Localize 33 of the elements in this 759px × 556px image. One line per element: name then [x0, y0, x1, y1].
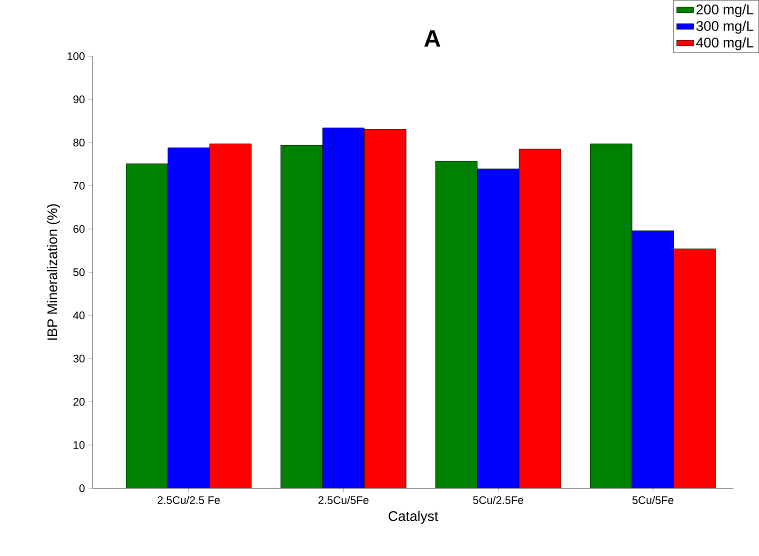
chart-title: A	[424, 30, 440, 47]
legend-label: 400 mg/L	[696, 37, 754, 50]
x-tick-label: 5Cu/2.5Fe	[473, 496, 524, 504]
y-tick-label: 0	[79, 484, 85, 492]
x-axis-title: Catalyst	[388, 510, 438, 524]
y-tick-label: 100	[68, 52, 85, 60]
y-axis-title: IBP Mineralization (%)	[47, 204, 60, 340]
y-tick-label: 60	[73, 225, 85, 233]
bar	[364, 129, 406, 488]
y-tick-label: 20	[73, 398, 85, 406]
x-tick-label: 5Cu/5Fe	[632, 496, 674, 504]
bar	[477, 168, 520, 488]
y-tick-label: 90	[73, 95, 85, 104]
y-tick-label: 50	[73, 268, 85, 276]
bar	[126, 164, 168, 488]
bar	[519, 149, 561, 488]
y-tick-label: 10	[74, 441, 85, 449]
bar	[590, 144, 632, 488]
y-tick-label: 80	[73, 138, 85, 146]
x-tick-label: 2.5Cu/5Fe	[318, 496, 369, 504]
bar	[674, 248, 716, 488]
bar	[632, 230, 674, 488]
x-tick-label: 2.5Cu/2.5 Fe	[158, 496, 220, 504]
legend-label: 300 mg/L	[696, 20, 754, 34]
legend-label: 200 mg/L	[696, 4, 754, 18]
bar	[436, 161, 478, 488]
bar	[168, 148, 210, 488]
y-tick-label: 40	[73, 312, 85, 320]
bar	[210, 144, 252, 488]
y-tick-label: 30	[73, 354, 85, 362]
y-tick-label: 70	[73, 182, 85, 190]
bar	[280, 145, 323, 488]
bar	[322, 128, 364, 488]
